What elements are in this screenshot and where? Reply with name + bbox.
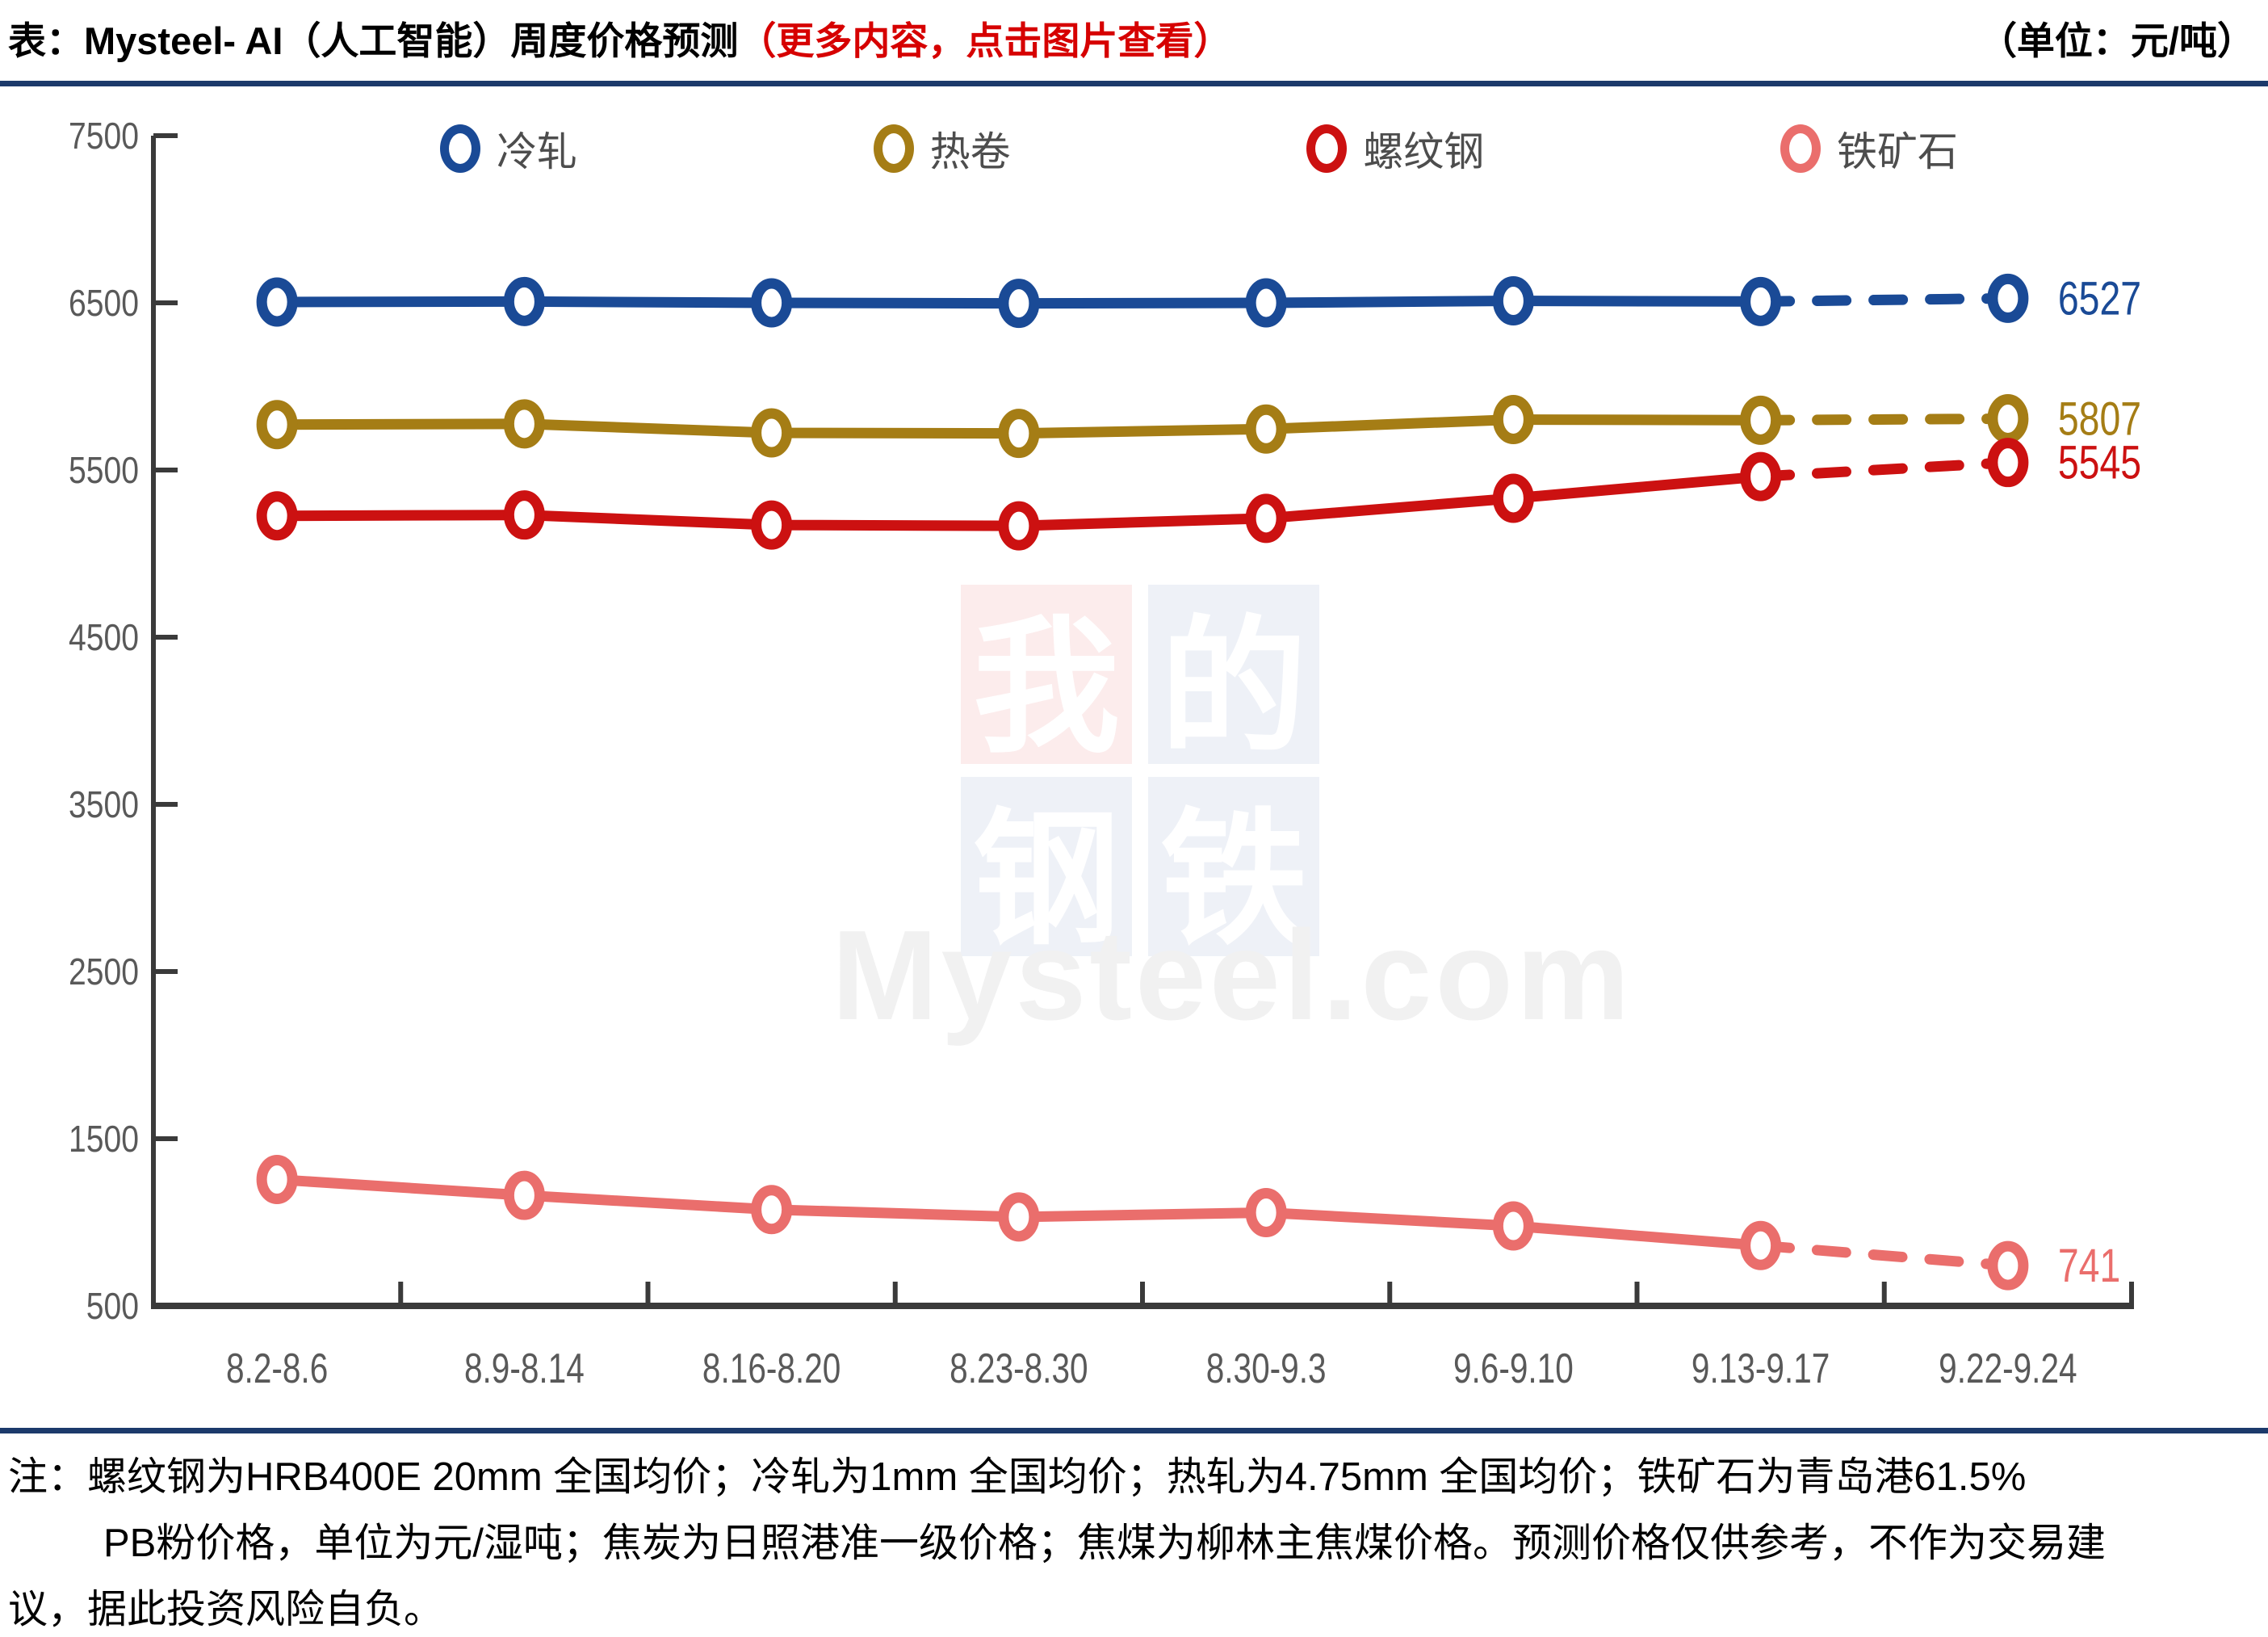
footnote-line: PB粉价格，单位为元/湿吨；焦炭为日照港准一级价格；焦煤为柳林主焦煤价格。预测价… [103,1522,2106,1565]
x-tick-label: 8.16-8.20 [702,1345,841,1391]
legend-item-cold-rolled: 冷轧 [440,120,577,178]
data-point-marker [256,1155,298,1205]
data-point-marker [751,278,793,328]
data-point-marker [1245,493,1287,544]
data-point-marker [1740,451,1782,502]
data-point-marker [1987,1240,2029,1291]
series-end-value-label: 6527 [2058,273,2141,325]
data-point-marker [1245,1187,1287,1237]
data-point-marker [1740,395,1782,445]
data-point-marker [1492,473,1534,523]
x-tick-label: 8.30-9.3 [1206,1345,1327,1391]
data-point-marker [1492,276,1534,326]
watermark-logo: 我 的 钢 铁 [961,585,1321,965]
data-point-marker [998,1192,1040,1242]
y-tick-label: 3500 [69,784,139,826]
x-tick-label: 8.23-8.30 [950,1345,1088,1391]
data-point-marker [256,277,298,327]
data-point-marker [1245,278,1287,328]
data-point-marker [998,409,1040,459]
legend-item-rebar: 螺纹钢 [1306,120,1484,178]
data-point-marker [1987,273,2029,323]
data-point-marker [751,500,793,550]
circle-marker-icon [1306,124,1348,173]
series-forecast-dashed-line [1755,1240,2014,1271]
watermark-square: 铁 [1148,777,1319,965]
y-tick-label: 5500 [69,450,139,492]
series-forecast-dashed-line [1755,457,2014,482]
x-tick-label: 8.2-8.6 [226,1345,328,1391]
legend: 冷轧 热卷 螺纹钢 铁矿石 [440,120,1958,178]
data-point-marker [1492,1201,1534,1251]
x-tick-label: 9.6-9.10 [1453,1345,1574,1391]
data-point-marker [1740,276,1782,326]
data-point-marker [256,491,298,541]
footnote-line: 注：螺纹钢为HRB400E 20mm 全国均价；冷轧为1mm 全国均价；热轧为4… [8,1455,2027,1499]
legend-label: 螺纹钢 [1363,129,1485,174]
series-end-value-label: 5545 [2058,437,2141,489]
data-point-marker [1245,404,1287,454]
data-point-marker [1740,1220,1782,1270]
series-end-value-label: 5807 [2058,393,2141,446]
data-point-marker [751,1185,793,1235]
legend-item-hot-coil: 热卷 [873,120,1011,178]
x-tick-label: 9.22-9.24 [1939,1345,2077,1391]
y-tick-label: 4500 [69,617,139,659]
data-point-marker [1987,393,2029,443]
header: 表：Mysteel- AI（人工智能）周度价格预测（更多内容，点击图片查看） （… [8,10,2257,62]
data-point-marker [503,490,545,540]
x-tick-label: 9.13-9.17 [1692,1345,1830,1391]
watermark-square: 钢 [961,777,1132,965]
data-point-marker [998,501,1040,551]
legend-label: 冷轧 [497,129,577,174]
footnote-line: 议，据此投资风险自负。 [8,1588,444,1631]
y-tick-label: 2500 [69,951,139,993]
separator-line-top [0,81,2268,86]
data-point-marker [256,400,298,450]
circle-marker-icon [873,124,914,173]
watermark-square: 的 [1148,585,1319,773]
legend-item-iron-ore: 铁矿石 [1780,120,1958,178]
data-point-marker [1987,438,2029,488]
y-tick-label: 7500 [69,115,139,157]
y-tick-label: 6500 [69,283,139,325]
series-forecast-dashed-line [1755,413,2014,426]
separator-line-bottom [0,1428,2268,1433]
watermark-square: 我 [961,585,1132,773]
series-forecast-dashed-line [1755,292,2014,307]
y-tick-label: 500 [86,1286,139,1328]
series-end-value-label: 741 [2058,1240,2120,1292]
legend-label: 铁矿石 [1836,129,1958,174]
y-tick-label: 1500 [69,1119,139,1161]
legend-label: 热卷 [929,129,1011,174]
data-point-marker [503,276,545,326]
data-point-marker [751,408,793,458]
circle-marker-icon [1780,124,1821,173]
footnote: 注：螺纹钢为HRB400E 20mm 全国均价；冷轧为1mm 全国均价；热轧为4… [8,1444,2261,1637]
circle-marker-icon [440,124,480,173]
data-point-marker [998,279,1040,329]
data-point-marker [503,1170,545,1220]
page-title: 表：Mysteel- AI（人工智能）周度价格预测 [8,19,739,62]
title-click-hint[interactable]: （更多内容，点击图片查看） [738,19,1232,62]
unit-label: （单位：元/吨） [1978,19,2255,62]
data-point-marker [503,399,545,449]
data-point-marker [1492,394,1534,444]
watermark-text: Mysteel.com [832,905,1633,1047]
x-tick-label: 8.9-8.14 [464,1345,585,1391]
